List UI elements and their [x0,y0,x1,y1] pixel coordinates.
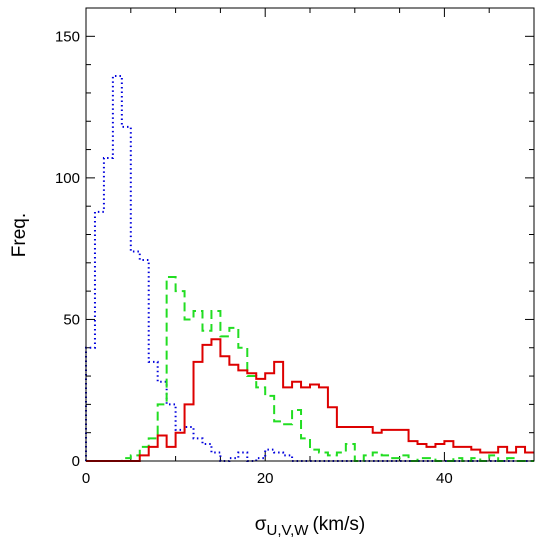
axis-ticks [85,7,535,462]
y-tick-label: 50 [63,311,80,328]
y-tick-label: 0 [72,453,80,470]
y-tick-label: 100 [55,170,80,187]
histogram-series-3-solid [86,338,534,462]
x-tick-label: 20 [257,470,274,487]
histogram-series-group [85,74,534,462]
x-axis-title-symbol: σ [255,514,267,535]
x-axis-title-subscript: U,V,W [267,522,310,539]
tick-labels: 0 20 40 0 50 100 150 [55,28,453,487]
y-tick-label: 150 [55,28,80,45]
x-tick-label: 0 [82,470,90,487]
y-axis-title: Freq. [9,213,30,257]
histogram-series-1-dotted [85,74,534,462]
plot-frame [85,7,535,462]
histogram-series-2-dashed [86,275,534,462]
x-axis-title-unit: (km/s) [312,514,365,535]
x-axis-title: σU,V,W (km/s) [255,514,365,539]
x-tick-label: 40 [436,470,453,487]
